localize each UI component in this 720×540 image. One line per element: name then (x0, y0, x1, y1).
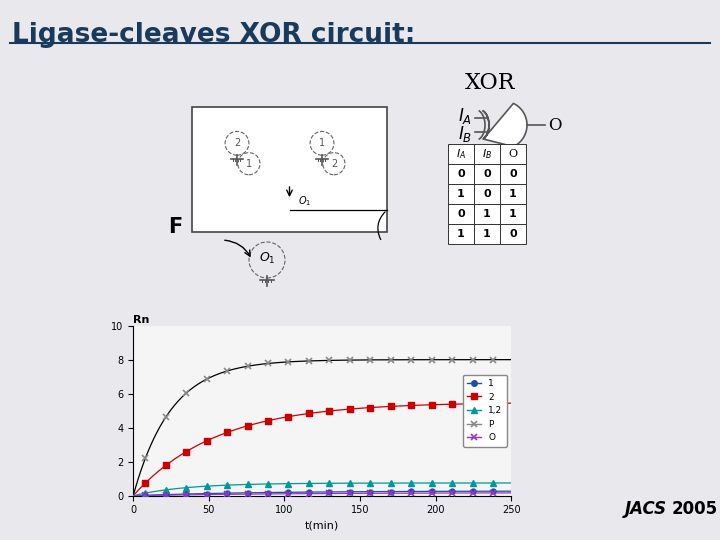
Bar (448, 184, 474, 204)
Bar (192, 107, 387, 232)
Text: 0: 0 (457, 169, 465, 179)
Text: O: O (508, 149, 518, 159)
Text: 1: 1 (509, 209, 517, 219)
Bar (500, 144, 526, 164)
Bar (448, 144, 474, 164)
Bar (474, 144, 500, 164)
Polygon shape (483, 103, 527, 147)
Bar (474, 164, 500, 184)
Text: O: O (548, 117, 562, 133)
Bar (500, 184, 526, 204)
Text: 0: 0 (457, 209, 465, 219)
Bar (448, 224, 474, 244)
Bar (500, 224, 526, 244)
Text: XOR: XOR (464, 72, 516, 94)
Text: $I_A$: $I_A$ (456, 147, 466, 161)
Text: Ligase-cleaves XOR circuit:: Ligase-cleaves XOR circuit: (12, 22, 415, 48)
Text: $O_1$: $O_1$ (297, 194, 311, 208)
Text: $I_B$: $I_B$ (482, 147, 492, 161)
Bar (474, 224, 500, 244)
Text: Rn: Rn (133, 315, 150, 325)
Text: $O_1$: $O_1$ (258, 251, 275, 266)
Bar (448, 164, 474, 184)
Text: 2: 2 (330, 159, 337, 168)
Text: 1: 1 (509, 189, 517, 199)
Bar (448, 204, 474, 224)
Bar (500, 204, 526, 224)
Text: 1: 1 (457, 229, 465, 239)
Text: 0: 0 (509, 169, 517, 179)
Text: 1: 1 (457, 189, 465, 199)
Text: 0: 0 (483, 169, 491, 179)
Text: 1: 1 (246, 159, 252, 168)
Bar (474, 204, 500, 224)
Bar (500, 164, 526, 184)
Legend: 1, 2, 1,2, P, O: 1, 2, 1,2, P, O (463, 375, 507, 447)
Text: 1: 1 (319, 138, 325, 149)
Text: $I_A$: $I_A$ (458, 106, 472, 126)
Text: 0: 0 (509, 229, 517, 239)
Text: JACS: JACS (625, 500, 667, 518)
Bar (474, 184, 500, 204)
X-axis label: t(min): t(min) (305, 521, 339, 531)
Text: $I_B$: $I_B$ (458, 124, 472, 144)
Text: 2005: 2005 (672, 500, 718, 518)
Text: 1: 1 (483, 229, 491, 239)
Text: 2: 2 (234, 138, 240, 149)
Text: 0: 0 (483, 189, 491, 199)
Text: 1: 1 (483, 209, 491, 219)
Text: F: F (168, 217, 182, 237)
